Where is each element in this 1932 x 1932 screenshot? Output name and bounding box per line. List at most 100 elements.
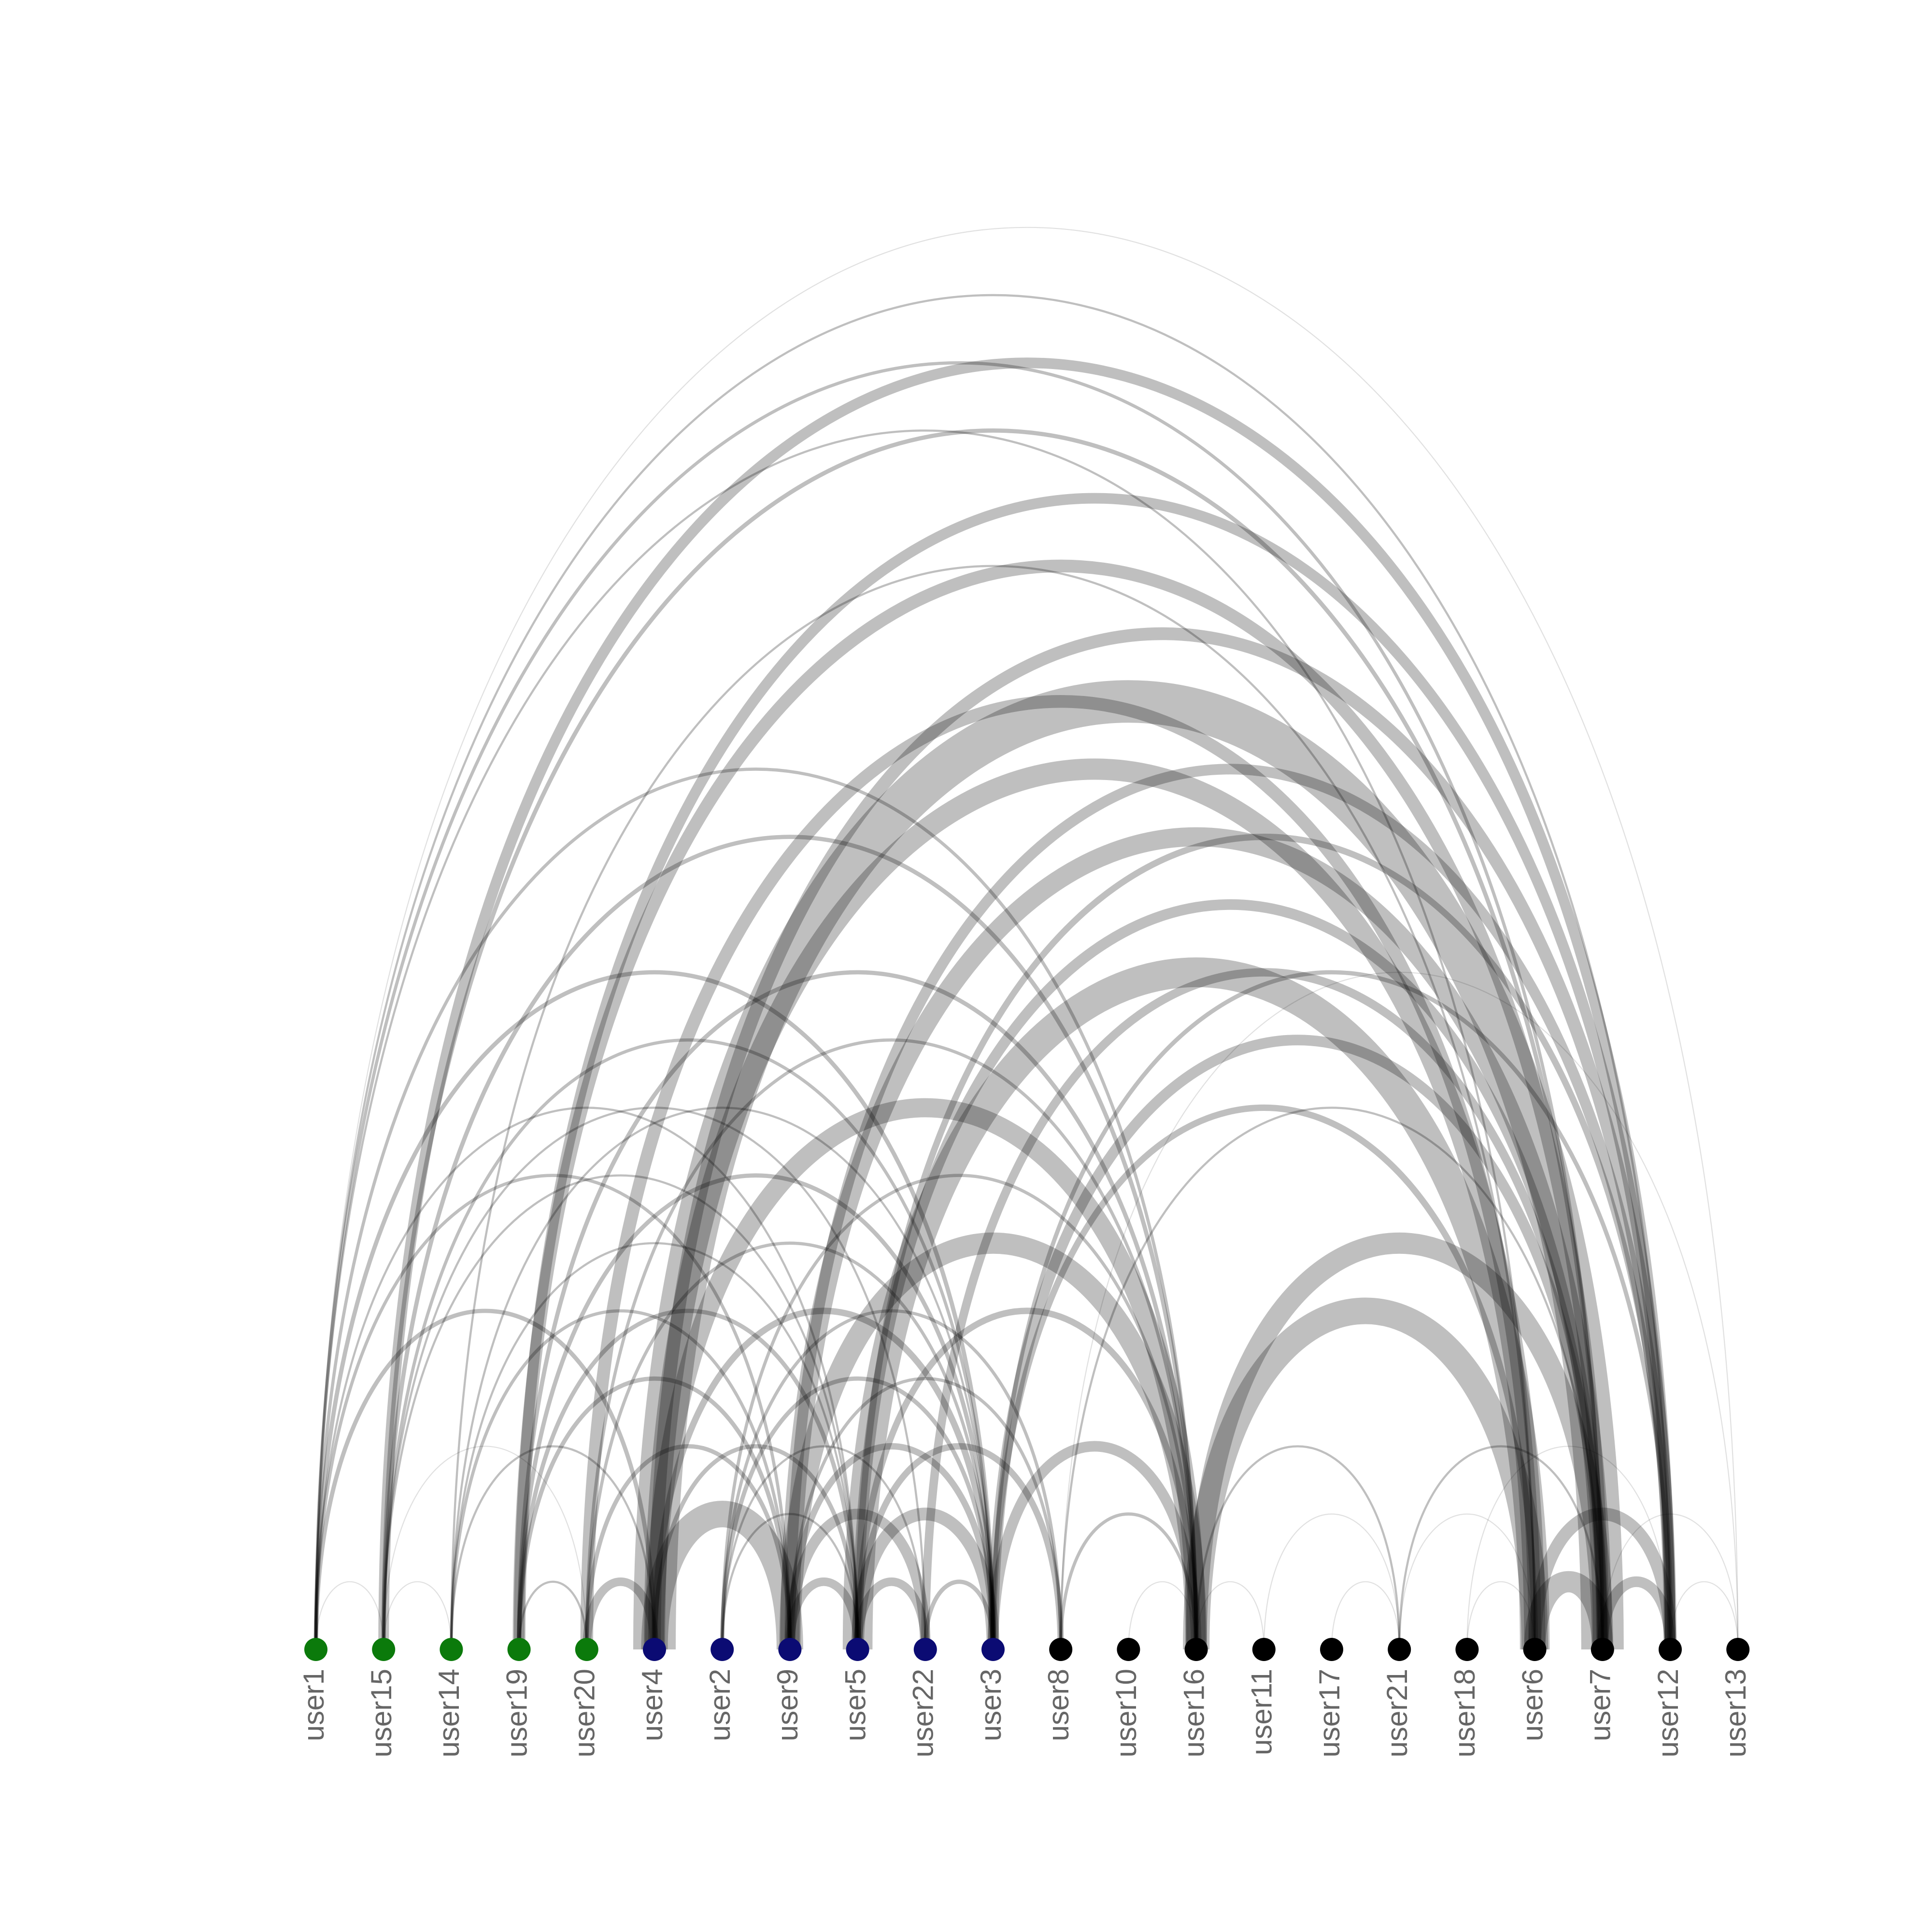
edge-user9-user12 bbox=[784, 764, 1676, 1650]
edge-user1-user12 bbox=[314, 294, 1672, 1650]
edge-user21-user7 bbox=[1398, 1445, 1604, 1650]
edge-user5-user12 bbox=[854, 834, 1674, 1650]
edge-user5-user8 bbox=[854, 1443, 1064, 1650]
node-user13[interactable] bbox=[1726, 1638, 1750, 1661]
node-label-user16: user16 bbox=[1178, 1669, 1210, 1757]
edge-user2-user5 bbox=[721, 1513, 859, 1650]
edge-user15-user7 bbox=[381, 428, 1605, 1650]
node-user21[interactable] bbox=[1388, 1638, 1411, 1661]
edge-user19-user20 bbox=[518, 1580, 588, 1650]
node-user9[interactable] bbox=[778, 1638, 802, 1661]
node-user5[interactable] bbox=[846, 1638, 869, 1661]
edge-user5-user3 bbox=[851, 1507, 1000, 1650]
node-label-user2: user2 bbox=[704, 1669, 736, 1741]
label-layer: user1 user15 user14 user19 user20 user4 user2 u… bbox=[298, 1669, 1752, 1757]
node-label-user6: user6 bbox=[1516, 1669, 1548, 1741]
edge-user9-user16 bbox=[779, 1232, 1207, 1650]
edge-user9-user22 bbox=[784, 1508, 931, 1650]
edge-user2-user22 bbox=[721, 1445, 926, 1650]
node-label-user4: user4 bbox=[636, 1669, 668, 1741]
edge-user2-user8 bbox=[720, 1309, 1063, 1650]
node-label-user10: user10 bbox=[1110, 1669, 1142, 1757]
edge-user1-user5 bbox=[314, 1107, 859, 1650]
edge-user8-user13 bbox=[1060, 971, 1739, 1650]
edge-user1-user4 bbox=[313, 1308, 657, 1650]
node-user16[interactable] bbox=[1184, 1638, 1208, 1661]
node-user11[interactable] bbox=[1252, 1638, 1276, 1661]
edge-user11-user21 bbox=[1263, 1513, 1400, 1650]
node-user2[interactable] bbox=[710, 1638, 734, 1661]
node-label-user22: user22 bbox=[907, 1669, 939, 1757]
node-label-user3: user3 bbox=[975, 1669, 1007, 1741]
node-user18[interactable] bbox=[1455, 1638, 1479, 1661]
edge-user9-user7 bbox=[780, 827, 1612, 1650]
edge-user19-user16 bbox=[517, 970, 1198, 1650]
node-user1[interactable] bbox=[304, 1638, 327, 1661]
edge-user9-user3 bbox=[786, 1443, 996, 1650]
edge-user9-user5 bbox=[785, 1577, 862, 1650]
edge-user5-user22 bbox=[853, 1577, 930, 1650]
edge-user15-user3 bbox=[382, 1038, 995, 1650]
edge-user12-user13 bbox=[1669, 1581, 1739, 1650]
edge-user4-user7 bbox=[633, 680, 1624, 1650]
edge-user15-user12 bbox=[378, 357, 1676, 1650]
edge-user16-user6 bbox=[1183, 1297, 1548, 1650]
edge-user20-user6 bbox=[580, 695, 1541, 1650]
edge-user2-user3 bbox=[720, 1376, 995, 1650]
edge-user1-user13 bbox=[315, 227, 1739, 1650]
edge-user5-user6 bbox=[842, 957, 1550, 1650]
node-label-user12: user12 bbox=[1652, 1669, 1684, 1757]
node-user17[interactable] bbox=[1320, 1638, 1343, 1661]
node-user20[interactable] bbox=[575, 1638, 598, 1661]
node-user8[interactable] bbox=[1049, 1638, 1073, 1661]
node-user22[interactable] bbox=[913, 1638, 937, 1661]
node-label-user15: user15 bbox=[365, 1669, 398, 1757]
node-label-user18: user18 bbox=[1449, 1669, 1481, 1757]
edge-user7-user12 bbox=[1597, 1577, 1676, 1650]
node-label-user1: user1 bbox=[298, 1669, 330, 1741]
edge-user2-user16 bbox=[720, 1174, 1198, 1650]
edge-user10-user16 bbox=[1128, 1581, 1197, 1650]
node-label-user11: user11 bbox=[1246, 1669, 1278, 1755]
edge-user4-user5 bbox=[652, 1444, 860, 1650]
edge-user20-user16 bbox=[585, 1038, 1198, 1650]
edge-user19-user12 bbox=[513, 493, 1676, 1650]
edge-user20-user4 bbox=[582, 1577, 659, 1650]
node-user12[interactable] bbox=[1659, 1638, 1682, 1661]
node-user4[interactable] bbox=[643, 1638, 666, 1661]
node-user14[interactable] bbox=[440, 1638, 463, 1661]
edge-user21-user6 bbox=[1399, 1513, 1535, 1650]
edge-user20-user9 bbox=[584, 1444, 792, 1650]
node-user19[interactable] bbox=[507, 1638, 531, 1661]
edge-user3-user16 bbox=[988, 1441, 1202, 1650]
edge-user20-user3 bbox=[585, 1241, 995, 1650]
node-label-user9: user9 bbox=[771, 1669, 804, 1741]
edge-user14-user3 bbox=[450, 1107, 994, 1650]
edge-user16-user21 bbox=[1195, 1445, 1401, 1650]
edge-user15-user22 bbox=[383, 1107, 926, 1650]
node-user7[interactable] bbox=[1591, 1638, 1614, 1661]
edge-user22-user3 bbox=[923, 1579, 995, 1650]
node-user3[interactable] bbox=[981, 1638, 1005, 1661]
edge-user19-user3 bbox=[517, 1173, 995, 1650]
edge-user3-user12 bbox=[991, 970, 1673, 1650]
edge-user1-user9 bbox=[314, 1174, 792, 1650]
node-label-user21: user21 bbox=[1381, 1669, 1413, 1757]
node-label-user14: user14 bbox=[433, 1669, 465, 1757]
edge-user15-user16 bbox=[381, 835, 1198, 1650]
node-label-user8: user8 bbox=[1042, 1669, 1075, 1741]
edge-user4-user3 bbox=[651, 1307, 996, 1650]
node-user15[interactable] bbox=[372, 1638, 396, 1661]
edge-user19-user7 bbox=[512, 559, 1609, 1650]
edge-user4-user9 bbox=[641, 1501, 803, 1650]
edge-user1-user16 bbox=[314, 767, 1198, 1650]
edge-user15-user5 bbox=[383, 1174, 859, 1650]
node-user10[interactable] bbox=[1117, 1638, 1140, 1661]
node-label-user5: user5 bbox=[839, 1669, 871, 1741]
edge-user14-user15 bbox=[383, 1581, 452, 1650]
edge-user9-user8 bbox=[788, 1377, 1063, 1650]
node-user6[interactable] bbox=[1523, 1638, 1547, 1661]
edge-user16-user11 bbox=[1195, 1581, 1264, 1650]
